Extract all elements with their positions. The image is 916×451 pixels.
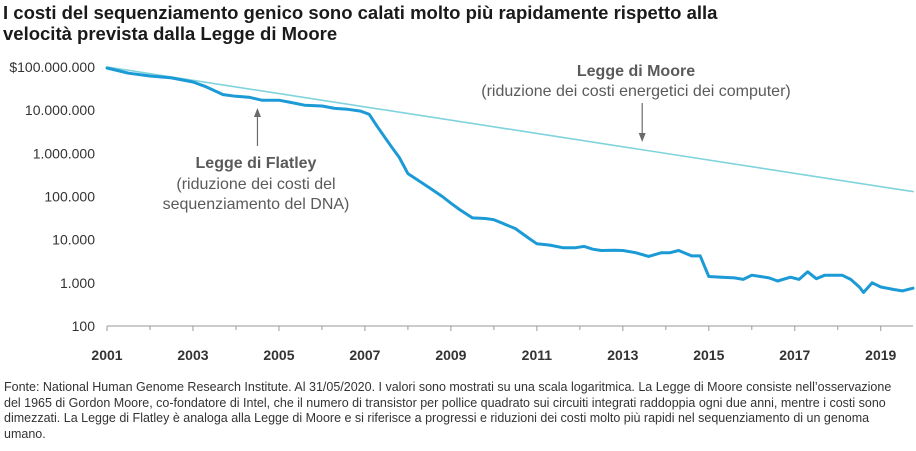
- x-tick-label: 2013: [607, 347, 638, 363]
- x-tick-label: 2009: [435, 347, 466, 363]
- chart-title-line-2: velocità prevista dalla Legge di Moore: [3, 23, 338, 44]
- x-tick-label: 2019: [865, 347, 896, 363]
- flatley-arrow-head: [253, 108, 261, 117]
- series-layer: [105, 66, 915, 294]
- moore-law-line: [106, 66, 914, 193]
- x-tick-label: 2001: [91, 347, 122, 363]
- x-axis: 2001 2003 2005 2007 2009 2011 2013 2015 2017 2019: [91, 325, 913, 363]
- x-tick-label: 2007: [349, 347, 380, 363]
- x-tick-label: 2003: [177, 347, 208, 363]
- y-tick-label: $100.000.000: [9, 59, 95, 75]
- chart-title: I costi del sequenziamento genico sono c…: [3, 2, 903, 44]
- line-chart: 100 1.000 10.000 100.000 1.000.000 10.000.000…: [9, 59, 915, 363]
- y-tick-label: 1.000: [60, 275, 95, 291]
- y-axis: 100 1.000 10.000 100.000 1.000.000 10.000.000…: [9, 59, 95, 334]
- chart-title-line-1: I costi del sequenziamento genico sono c…: [3, 2, 718, 23]
- annotations: Legge di Flatley (riduzione dei costi del…: [163, 63, 791, 213]
- x-tick-label: 2011: [522, 347, 553, 363]
- x-tick-label: 2017: [779, 347, 810, 363]
- y-tick-label: 100: [72, 318, 96, 334]
- y-tick-label: 10.000.000: [25, 102, 95, 118]
- y-tick-label: 1.000.000: [33, 145, 95, 161]
- y-tick-label: 100.000: [44, 189, 95, 205]
- flatley-label-title: Legge di Flatley: [196, 155, 317, 172]
- x-tick-label: 2015: [693, 347, 724, 363]
- x-tick-label: 2005: [263, 347, 294, 363]
- moore-label-desc: (riduzione dei costi energetici dei comp…: [481, 83, 790, 100]
- moore-label-title: Legge di Moore: [577, 63, 695, 80]
- source-footnote: Fonte: National Human Genome Research In…: [4, 380, 892, 441]
- moore-arrow-head: [638, 133, 646, 142]
- flatley-label-desc: sequenziamento del DNA): [163, 196, 350, 213]
- sequencing-cost-line: [105, 66, 915, 294]
- y-tick-label: 10.000: [52, 232, 95, 248]
- flatley-label-desc: (riduzione dei costi del: [176, 176, 335, 193]
